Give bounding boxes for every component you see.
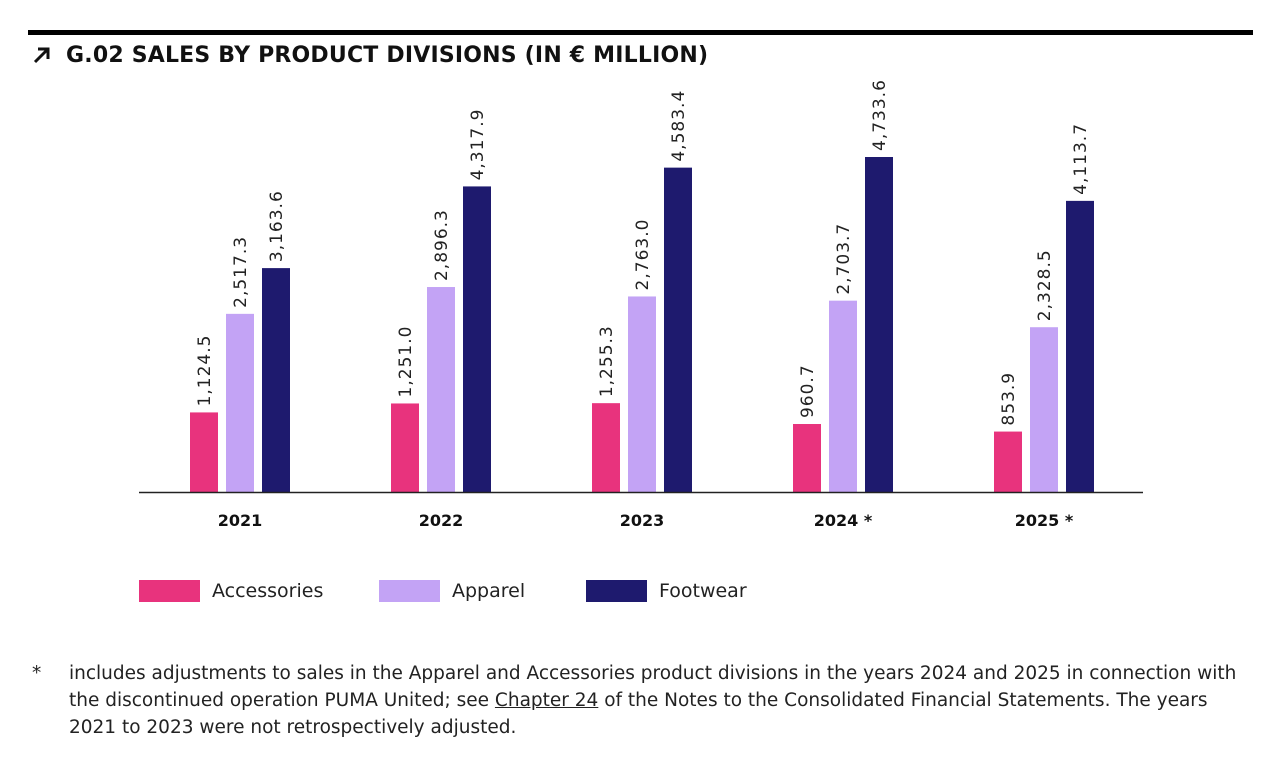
value-label-accessories-2023: 1,255.3 — [597, 325, 617, 397]
bar-apparel-2021 — [226, 313, 254, 492]
legend-item-apparel: Apparel — [379, 578, 525, 604]
category-label: 2024 * — [814, 511, 873, 530]
bar-accessories-2021 — [190, 412, 218, 492]
value-label-apparel-2024: 2,703.7 — [834, 223, 854, 295]
footnote-text-end: of the Notes to the Consolidated Financi… — [69, 690, 1208, 738]
chart-header: G.02 SALES BY PRODUCT DIVISIONS (IN € MI… — [32, 38, 708, 72]
legend-swatch — [586, 580, 647, 602]
value-label-apparel-2025: 2,328.5 — [1035, 249, 1055, 321]
category-label: 2025 * — [1015, 511, 1074, 530]
legend-label: Footwear — [659, 580, 747, 602]
value-label-footwear-2024: 4,733.6 — [870, 79, 890, 151]
bar-chart: 1,124.5 2,517.3 3,163.6 2021 1,251.0 2,896.3 4… — [139, 79, 1143, 530]
arrow-up-right-icon — [33, 47, 50, 64]
bar-footwear-2021 — [262, 268, 290, 492]
top-rule — [28, 30, 1253, 35]
bar-apparel-2022 — [427, 287, 455, 492]
legend-item-footwear: Footwear — [586, 578, 747, 604]
chart-title: G.02 SALES BY PRODUCT DIVISIONS (IN € MI… — [66, 42, 709, 68]
category-label: 2022 — [419, 511, 464, 530]
category-label: 2023 — [620, 511, 665, 530]
value-label-apparel-2021: 2,517.3 — [231, 236, 251, 308]
value-label-accessories-2022: 1,251.0 — [396, 326, 416, 398]
value-label-footwear-2023: 4,583.4 — [669, 90, 689, 162]
value-label-footwear-2022: 4,317.9 — [468, 109, 488, 181]
category-label: 2021 — [218, 511, 263, 530]
bar-footwear-2024 — [865, 157, 893, 492]
value-label-apparel-2023: 2,763.0 — [633, 219, 653, 291]
bar-apparel-2023 — [628, 296, 656, 492]
value-label-accessories-2024: 960.7 — [798, 364, 818, 418]
bar-accessories-2024 — [793, 424, 821, 492]
legend-swatch — [379, 580, 440, 602]
footnote-text-start: includes adjustments to sales in the App… — [69, 663, 1237, 711]
legend-item-accessories: Accessories — [139, 578, 323, 604]
chapter-24-link[interactable]: Chapter 24 — [494, 690, 599, 711]
legend-label: Apparel — [452, 580, 526, 602]
footnote-text: includes adjustments to sales in the App… — [69, 660, 1259, 741]
bar-footwear-2022 — [463, 186, 491, 492]
chart-legend: Accessories Apparel Footwear — [0, 578, 1280, 604]
bar-apparel-2025 — [1030, 327, 1058, 492]
footnote-marker: * — [32, 663, 42, 684]
bar-accessories-2022 — [391, 403, 419, 492]
bar-footwear-2025 — [1066, 200, 1094, 492]
bar-accessories-2025 — [994, 431, 1022, 492]
value-label-footwear-2021: 3,163.6 — [267, 190, 287, 262]
value-label-accessories-2025: 853.9 — [999, 372, 1019, 426]
value-label-accessories-2021: 1,124.5 — [195, 335, 215, 407]
value-label-footwear-2025: 4,113.7 — [1071, 123, 1091, 195]
bar-accessories-2023 — [592, 403, 620, 492]
bar-apparel-2024 — [829, 300, 857, 492]
value-label-apparel-2022: 2,896.3 — [432, 209, 452, 281]
bar-footwear-2023 — [664, 167, 692, 492]
legend-swatch — [139, 580, 200, 602]
legend-label: Accessories — [212, 580, 324, 602]
